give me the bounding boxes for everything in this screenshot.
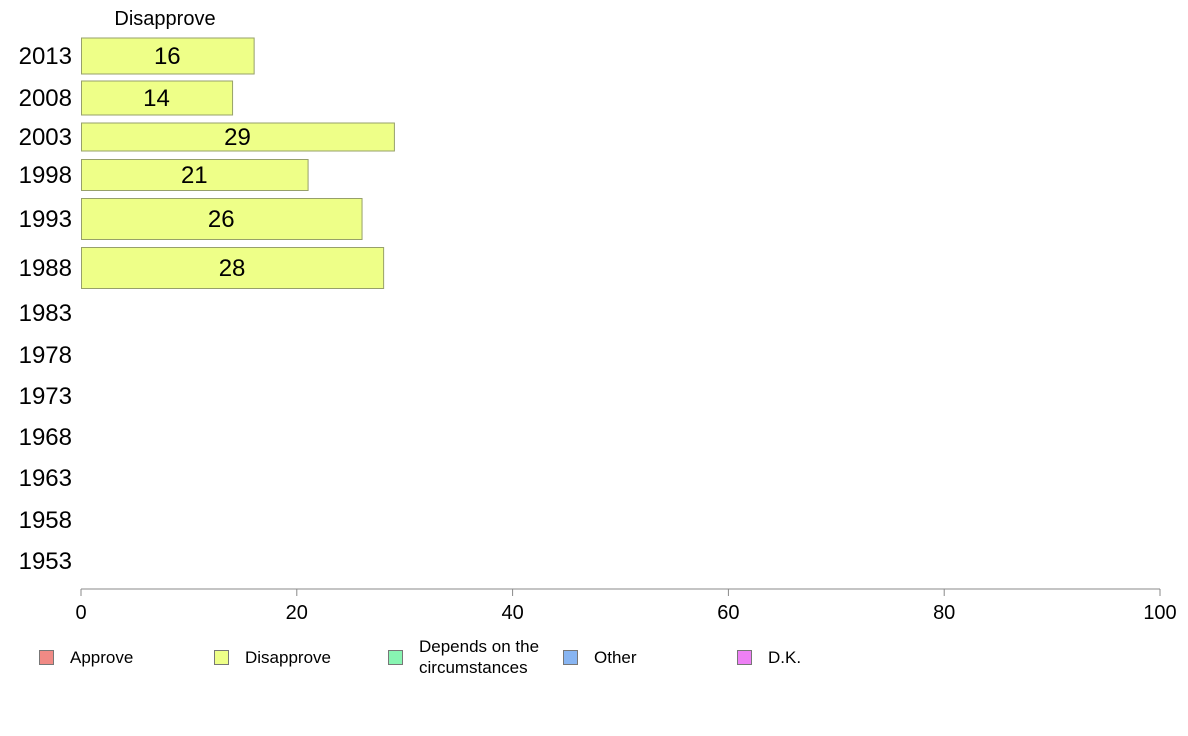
data-label: 29 bbox=[224, 124, 251, 151]
legend-label: Other bbox=[594, 648, 637, 667]
data-label: 21 bbox=[181, 162, 208, 189]
chart-title: Disapprove bbox=[114, 8, 215, 30]
category-label: 1988 bbox=[19, 255, 72, 282]
category-label: 1978 bbox=[19, 342, 72, 369]
legend-item: Disapprove bbox=[214, 647, 331, 668]
bar bbox=[81, 37, 255, 75]
bar bbox=[81, 80, 234, 116]
category-label: 1968 bbox=[19, 424, 72, 451]
category-label: 1953 bbox=[19, 548, 72, 575]
bar bbox=[81, 198, 363, 240]
category-label: 1983 bbox=[19, 300, 72, 327]
legend-label: Depends on the circumstances bbox=[419, 637, 540, 678]
x-tick-label: 40 bbox=[501, 602, 523, 624]
category-label: 1973 bbox=[19, 383, 72, 410]
category-label: 2013 bbox=[19, 43, 72, 70]
legend-swatch bbox=[737, 650, 752, 665]
category-label: 1993 bbox=[19, 206, 72, 233]
legend-item: Depends on the circumstances bbox=[388, 636, 539, 679]
legend-item: Other bbox=[563, 647, 637, 668]
bar bbox=[81, 159, 309, 191]
category-label: 1963 bbox=[19, 465, 72, 492]
x-tick-label: 20 bbox=[286, 602, 308, 624]
category-label: 1958 bbox=[19, 507, 72, 534]
legend-label: D.K. bbox=[768, 648, 802, 667]
legend-swatch bbox=[39, 650, 54, 665]
legend: Approve Disapprove Depends on the circumst… bbox=[0, 636, 1188, 696]
legend-swatch bbox=[214, 650, 229, 665]
category-label: 1998 bbox=[19, 162, 72, 189]
x-tick-label: 80 bbox=[933, 602, 955, 624]
legend-swatch bbox=[563, 650, 578, 665]
x-tick-label: 0 bbox=[75, 602, 86, 624]
data-label: 14 bbox=[143, 85, 170, 112]
category-label: 2008 bbox=[19, 85, 72, 112]
x-tick-label: 60 bbox=[717, 602, 739, 624]
data-label: 26 bbox=[208, 206, 235, 233]
data-label: 16 bbox=[154, 43, 181, 70]
legend-label: Approve bbox=[70, 648, 134, 667]
legend-item: Approve bbox=[39, 647, 133, 668]
x-tick-label: 100 bbox=[1143, 602, 1176, 624]
legend-swatch bbox=[388, 650, 403, 665]
bar bbox=[81, 247, 385, 289]
category-label: 2003 bbox=[19, 124, 72, 151]
legend-label: Disapprove bbox=[245, 648, 331, 667]
data-label: 28 bbox=[219, 255, 246, 282]
bar bbox=[81, 122, 395, 152]
legend-item: D.K. bbox=[737, 647, 801, 668]
